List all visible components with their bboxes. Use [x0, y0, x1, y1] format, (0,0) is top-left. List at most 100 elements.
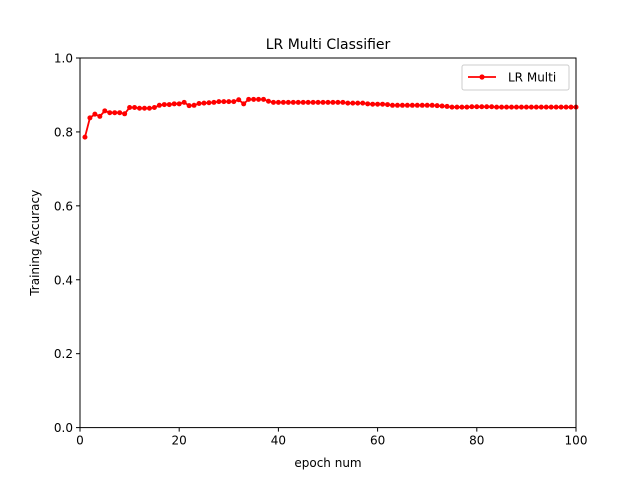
data-point [295, 99, 301, 105]
data-point [563, 104, 569, 110]
data-point [509, 104, 515, 110]
data-point [479, 104, 485, 110]
data-point [310, 99, 316, 105]
data-point [290, 99, 296, 105]
data-point [122, 111, 128, 117]
x-tick-label: 40 [271, 434, 286, 448]
x-tick-label: 60 [370, 434, 385, 448]
x-tick-label: 80 [469, 434, 484, 448]
data-point [300, 99, 306, 105]
y-tick-label: 0.2 [54, 347, 73, 361]
data-point [494, 104, 500, 110]
data-point [385, 102, 391, 108]
data-point [375, 101, 381, 107]
data-point [429, 102, 435, 108]
data-point [474, 104, 480, 110]
data-point [280, 99, 286, 105]
data-point [404, 102, 410, 108]
y-tick-label: 0.4 [54, 273, 73, 287]
data-point [112, 110, 118, 116]
axis-ticks: 0 20 40 60 80 100 0.0 0.2 0.4 0.6 0.8 1.0 [54, 52, 588, 448]
data-point [335, 99, 341, 105]
data-point [137, 105, 143, 111]
data-point [528, 104, 534, 110]
data-point [265, 98, 271, 104]
data-point [127, 105, 133, 111]
axes-frame [79, 57, 577, 429]
data-point [548, 104, 554, 110]
data-point [146, 105, 152, 111]
data-point [399, 102, 405, 108]
x-tick-label: 100 [565, 434, 588, 448]
data-point [499, 104, 505, 110]
data-point [211, 99, 217, 105]
data-point [380, 101, 386, 107]
data-point [107, 110, 113, 116]
data-point [355, 100, 361, 106]
data-point [92, 111, 98, 117]
data-point [533, 104, 539, 110]
data-point [305, 99, 311, 105]
data-point [345, 100, 351, 106]
data-point [320, 99, 326, 105]
data-point [102, 108, 108, 114]
data-point [176, 101, 182, 107]
data-point [171, 101, 177, 107]
data-point [513, 104, 519, 110]
data-point [409, 102, 415, 108]
data-point [246, 96, 252, 102]
data-point [256, 96, 262, 102]
data-point [424, 102, 430, 108]
data-point [117, 110, 123, 116]
data-point [285, 99, 291, 105]
data-point [419, 102, 425, 108]
data-point [270, 99, 276, 105]
data-point [484, 104, 490, 110]
data-point [201, 100, 207, 106]
y-axis-label: Training Accuracy [28, 190, 42, 297]
data-point [196, 100, 202, 106]
data-point [191, 102, 197, 108]
data-point [459, 104, 465, 110]
x-tick-label: 20 [172, 434, 187, 448]
data-point [543, 104, 549, 110]
y-tick-label: 0.0 [54, 421, 73, 435]
data-point [275, 99, 281, 105]
data-point [439, 103, 445, 109]
data-point [97, 113, 103, 119]
data-point [340, 99, 346, 105]
data-point [261, 96, 267, 102]
data-point [518, 104, 524, 110]
data-point [489, 104, 495, 110]
data-point [553, 104, 559, 110]
data-point [132, 105, 138, 111]
data-point [504, 104, 510, 110]
y-tick-label: 0.6 [54, 199, 73, 213]
plot-area [82, 96, 579, 140]
data-point [350, 100, 356, 106]
data-point [151, 105, 157, 111]
data-point [444, 103, 450, 109]
data-point [156, 102, 162, 108]
data-point [221, 99, 227, 105]
legend-marker-swatch [479, 74, 485, 80]
data-point [161, 102, 167, 108]
data-point [558, 104, 564, 110]
data-point [365, 101, 371, 107]
y-tick-label: 1.0 [54, 52, 73, 66]
legend: LR Multi [461, 64, 570, 91]
data-point [434, 103, 440, 109]
data-point [394, 102, 400, 108]
data-point [454, 104, 460, 110]
data-point [141, 105, 147, 111]
data-point [360, 100, 366, 106]
x-tick-label: 0 [76, 434, 84, 448]
x-axis-label: epoch num [294, 456, 361, 470]
data-point [166, 102, 172, 108]
data-point [226, 99, 232, 105]
data-point [414, 102, 420, 108]
y-tick-label: 0.8 [54, 125, 73, 139]
data-point [82, 134, 88, 140]
data-point [186, 103, 192, 109]
